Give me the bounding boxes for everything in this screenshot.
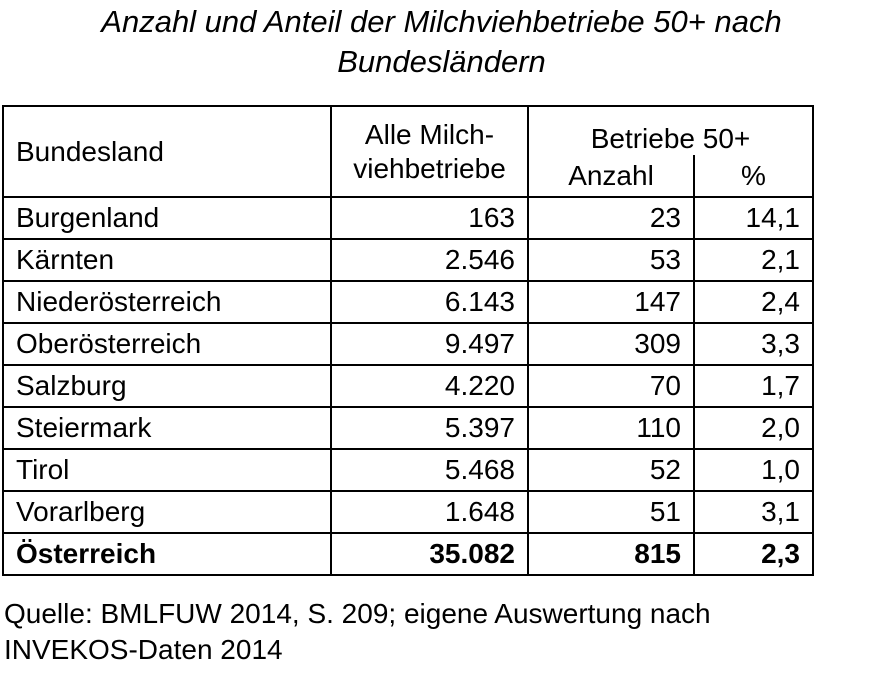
number-cell: 70	[527, 364, 695, 408]
header-cell: Alle Milch-viehbetriebe	[330, 105, 529, 198]
header-cell: Betriebe 50+	[527, 105, 814, 155]
table-row: Tirol 5.468 52 1,0	[2, 448, 814, 492]
header-cell: Bundesland	[2, 105, 332, 198]
source-line: Quelle: BMLFUW 2014, S. 209; eigene Ausw…	[4, 598, 711, 629]
header-line: viehbetriebe	[353, 152, 506, 184]
number-cell: 1.648	[330, 490, 529, 534]
table-row: Vorarlberg 1.648 51 3,1	[2, 490, 814, 534]
region-cell: Vorarlberg	[2, 490, 332, 534]
region-cell: Salzburg	[2, 364, 332, 408]
region-cell: Oberösterreich	[2, 322, 332, 366]
region-cell: Österreich	[2, 532, 332, 576]
number-cell: 35.082	[330, 532, 529, 576]
table-row: Steiermark 5.397 110 2,0	[2, 406, 814, 450]
source-line: INVEKOS-Daten 2014	[4, 634, 283, 665]
number-cell: 1,0	[693, 448, 814, 492]
number-cell: 163	[330, 196, 529, 240]
title-line: Anzahl und Anteil der Milchviehbetriebe …	[101, 4, 782, 39]
number-cell: 3,1	[693, 490, 814, 534]
number-cell: 110	[527, 406, 695, 450]
table-row: Kärnten 2.546 53 2,1	[2, 238, 814, 282]
number-cell: 1,7	[693, 364, 814, 408]
number-cell: 147	[527, 280, 695, 324]
number-cell: 2.546	[330, 238, 529, 282]
header-cell: %	[693, 155, 814, 198]
region-cell: Kärnten	[2, 238, 332, 282]
number-cell: 2,3	[693, 532, 814, 576]
table-row: Oberösterreich 9.497 309 3,3	[2, 322, 814, 366]
number-cell: 815	[527, 532, 695, 576]
region-cell: Niederösterreich	[2, 280, 332, 324]
region-cell: Steiermark	[2, 406, 332, 450]
table-row: Niederösterreich 6.143 147 2,4	[2, 280, 814, 324]
number-cell: 23	[527, 196, 695, 240]
header-line: Alle Milch-	[364, 118, 495, 150]
header-cell: Anzahl	[527, 155, 695, 198]
number-cell: 309	[527, 322, 695, 366]
title-line: Bundesländern	[337, 44, 546, 79]
table-body: Burgenland 163 23 14,1 Kärnten 2.546 53 2,1 Nied…	[2, 196, 814, 576]
number-cell: 53	[527, 238, 695, 282]
table: Bundesland Alle Milch-viehbetriebe Betri…	[2, 105, 814, 576]
region-cell: Burgenland	[2, 196, 332, 240]
number-cell: 2,4	[693, 280, 814, 324]
region-cell: Tirol	[2, 448, 332, 492]
number-cell: 51	[527, 490, 695, 534]
number-cell: 9.497	[330, 322, 529, 366]
source: Quelle: BMLFUW 2014, S. 209; eigene Ausw…	[4, 596, 711, 668]
table-row: Salzburg 4.220 70 1,7	[2, 364, 814, 408]
number-cell: 2,0	[693, 406, 814, 450]
number-cell: 3,3	[693, 322, 814, 366]
table-row: Österreich 35.082 815 2,3	[2, 532, 814, 576]
number-cell: 5.397	[330, 406, 529, 450]
number-cell: 6.143	[330, 280, 529, 324]
number-cell: 4.220	[330, 364, 529, 408]
number-cell: 5.468	[330, 448, 529, 492]
number-cell: 14,1	[693, 196, 814, 240]
title: Anzahl und Anteil der Milchviehbetriebe …	[0, 2, 883, 82]
number-cell: 2,1	[693, 238, 814, 282]
table-row: Burgenland 163 23 14,1	[2, 196, 814, 240]
number-cell: 52	[527, 448, 695, 492]
